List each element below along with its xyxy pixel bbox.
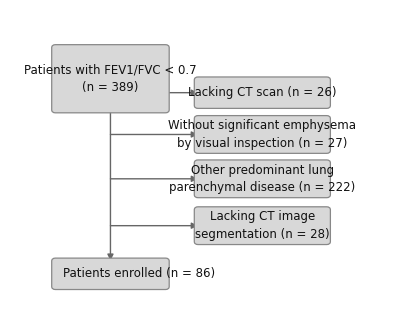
FancyBboxPatch shape: [194, 160, 330, 198]
Text: Lacking CT image
segmentation (n = 28): Lacking CT image segmentation (n = 28): [195, 211, 330, 241]
FancyBboxPatch shape: [52, 258, 169, 290]
Text: Patients with FEV1/FVC < 0.7
(n = 389): Patients with FEV1/FVC < 0.7 (n = 389): [24, 63, 197, 94]
Text: Lacking CT scan (n = 26): Lacking CT scan (n = 26): [188, 86, 337, 99]
Text: Other predominant lung
parenchymal disease (n = 222): Other predominant lung parenchymal disea…: [169, 164, 356, 194]
Text: Patients enrolled (n = 86): Patients enrolled (n = 86): [63, 267, 215, 280]
FancyBboxPatch shape: [194, 115, 330, 153]
FancyBboxPatch shape: [52, 45, 169, 113]
FancyBboxPatch shape: [194, 77, 330, 108]
Text: Without significant emphysema
by visual inspection (n = 27): Without significant emphysema by visual …: [168, 119, 356, 150]
FancyBboxPatch shape: [194, 207, 330, 244]
